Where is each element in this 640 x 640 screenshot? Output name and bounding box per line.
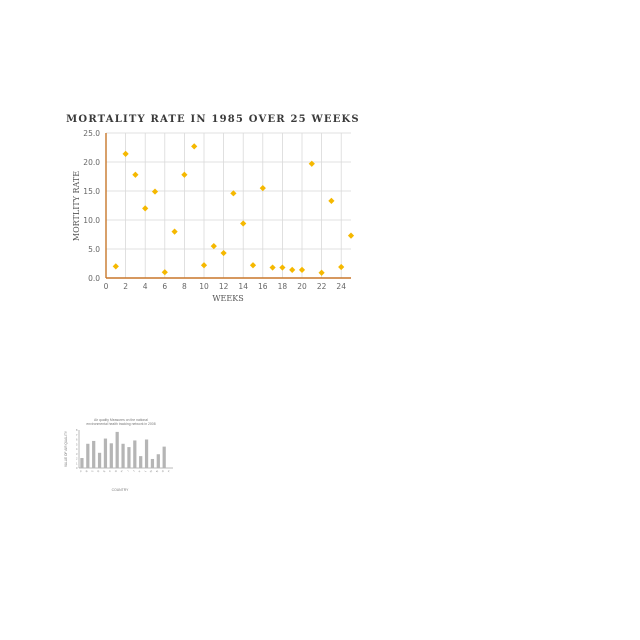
data-point xyxy=(308,160,315,167)
y-tick-label: 20.0 xyxy=(83,158,100,167)
x-tick-labels: 0 2 4 6 8 10 12 14 16 18 20 22 24 xyxy=(104,282,347,291)
data-point xyxy=(249,262,257,269)
data-point xyxy=(142,205,149,212)
data-point xyxy=(161,269,168,276)
data-point xyxy=(200,262,208,269)
data-point xyxy=(318,269,325,276)
data-point xyxy=(298,266,306,273)
data-point xyxy=(151,188,159,195)
x-tick-label: 4 xyxy=(143,282,148,291)
y-tick-label: 25.0 xyxy=(83,129,100,138)
x-tick-label: 22 xyxy=(317,282,327,291)
x-tick-label: 14 xyxy=(238,282,248,291)
data-point xyxy=(122,150,129,157)
data-points xyxy=(112,143,355,276)
data-point xyxy=(171,228,178,235)
data-point xyxy=(279,264,286,271)
x-tick-label: 2 xyxy=(123,282,128,291)
chart-axes xyxy=(105,133,351,279)
x-tick-label: 0 xyxy=(104,282,109,291)
x-tick-label: 8 xyxy=(182,282,187,291)
data-point xyxy=(328,197,335,204)
x-tick-label: 12 xyxy=(219,282,229,291)
x-axis-title: WEEKS xyxy=(212,294,243,303)
data-point xyxy=(220,249,227,257)
y-tick-label: 0.0 xyxy=(88,274,100,283)
data-point xyxy=(181,171,188,178)
data-point xyxy=(240,220,247,227)
data-point xyxy=(259,185,266,192)
y-tick-label: 5.0 xyxy=(88,245,100,254)
data-point xyxy=(347,232,355,239)
x-tick-label: 6 xyxy=(162,282,167,291)
x-tick-label: 16 xyxy=(258,282,268,291)
chart-grid xyxy=(105,132,351,279)
data-point xyxy=(132,171,139,178)
y-tick-label: 15.0 xyxy=(83,187,100,196)
data-point xyxy=(230,190,237,197)
y-tick-labels: 0.0 5.0 10.0 15.0 20.0 25.0 xyxy=(83,129,100,283)
data-point xyxy=(191,143,198,150)
x-tick-label: 20 xyxy=(297,282,307,291)
x-tick-label: 10 xyxy=(199,282,209,291)
y-tick-label: 10.0 xyxy=(83,216,100,225)
data-point xyxy=(289,266,296,273)
chart-title: MORTALITY RATE IN 1985 OVER 25 WEEKS xyxy=(66,114,360,125)
data-point xyxy=(269,264,276,271)
data-point xyxy=(112,263,119,270)
x-tick-label: 24 xyxy=(336,282,346,291)
data-point xyxy=(338,263,345,271)
data-point xyxy=(210,243,217,250)
y-axis-title: MORTLITY RATE xyxy=(72,171,81,241)
x-tick-label: 18 xyxy=(278,282,288,291)
